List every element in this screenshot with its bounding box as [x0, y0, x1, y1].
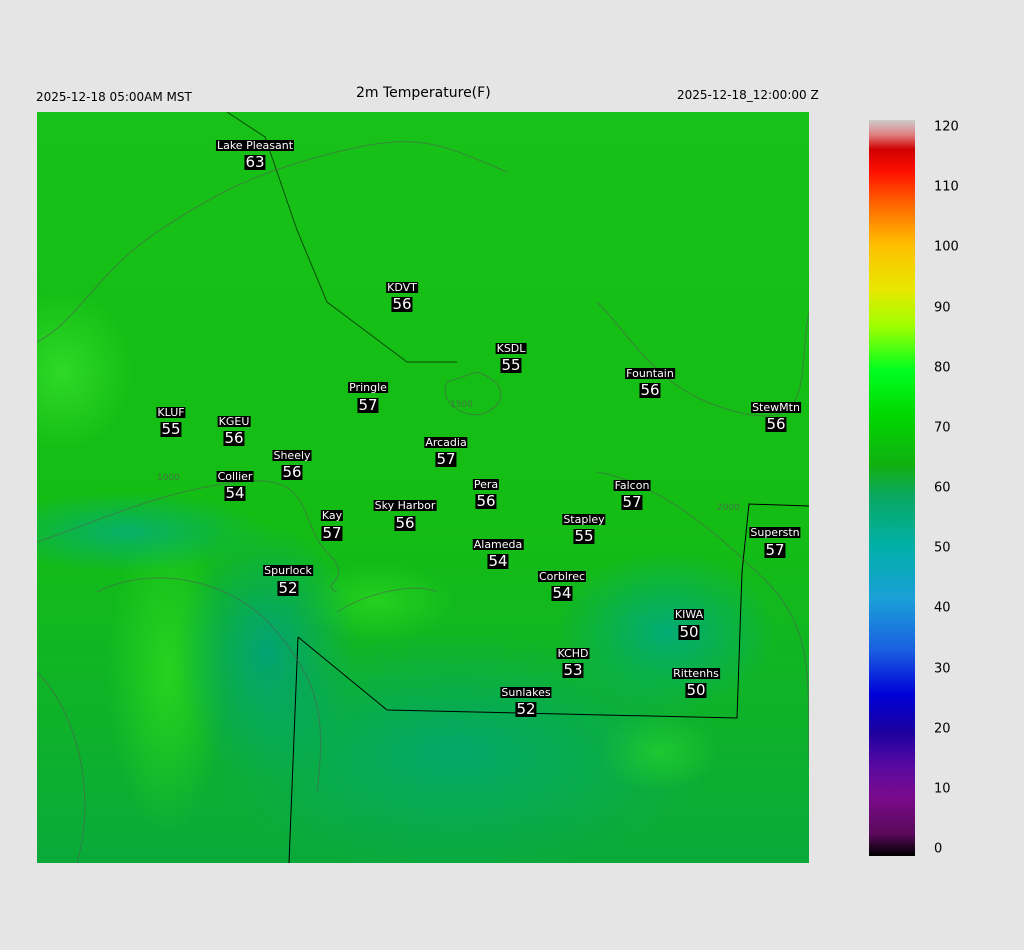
station-name: Lake Pleasant	[215, 139, 295, 152]
contour-label: 1500	[450, 400, 473, 410]
station-name: Falcon	[613, 479, 651, 492]
county-boundaries	[226, 112, 809, 863]
station-temperature: 57	[764, 541, 786, 559]
station-name: Kay	[320, 509, 344, 522]
station-name: Spurlock	[263, 564, 313, 577]
station-name: Arcadia	[424, 436, 468, 449]
temperature-map: 1000 1500 2000 Lake Pleasant 63 KDVT 56 KSDL…	[37, 112, 809, 863]
colorbar-tick-label: 100	[934, 239, 959, 255]
elevation-contours	[37, 141, 809, 863]
map-title: 2m Temperature(F)	[356, 85, 491, 101]
station-name: Sky Harbor	[373, 499, 437, 512]
colorbar-tick-label: 30	[934, 661, 951, 676]
colorbar-tick-label: 80	[934, 360, 951, 376]
station-temperature: 56	[639, 381, 661, 399]
station-name: KLUF	[156, 406, 186, 419]
station-name: Superstn	[749, 526, 801, 539]
contour-label: 2000	[717, 503, 740, 513]
colorbar-tick-label: 10	[934, 781, 951, 797]
station-temperature: 56	[281, 463, 303, 481]
station-temperature: 57	[621, 493, 643, 511]
station-temperature: 55	[573, 527, 595, 545]
colorbar-tick-label: 40	[934, 600, 951, 616]
colorbar-tick-label: 120	[934, 119, 959, 135]
station-temperature: 56	[475, 492, 497, 510]
station-name: Pera	[472, 478, 500, 491]
station-name: KCHD	[556, 647, 590, 660]
contour-label: 1000	[157, 473, 180, 483]
station-name: Stapley	[562, 513, 606, 526]
colorbar-tick-label: 110	[934, 179, 959, 195]
station-temperature: 57	[357, 396, 379, 414]
station-name: Sunlakes	[500, 686, 552, 699]
station-temperature: 63	[244, 153, 266, 171]
colorbar-tick-label: 90	[934, 300, 951, 315]
station-name: Corblrec	[537, 570, 587, 583]
station-name: KGEU	[217, 415, 251, 428]
valid-time: 2025-12-18_12:00:00 Z	[677, 88, 819, 102]
station-temperature: 56	[391, 295, 413, 313]
station-temperature: 56	[223, 429, 245, 447]
station-temperature: 54	[224, 484, 246, 502]
station-name: Alameda	[472, 538, 524, 551]
station-temperature: 56	[765, 415, 787, 433]
station-temperature: 55	[160, 420, 182, 438]
local-time: 2025-12-18 05:00AM MST	[36, 90, 192, 104]
station-temperature: 57	[435, 450, 457, 468]
station-name: Pringle	[348, 381, 388, 394]
station-temperature: 53	[562, 661, 584, 679]
station-temperature: 57	[321, 524, 343, 542]
station-name: Fountain	[625, 367, 675, 380]
station-temperature: 54	[551, 584, 573, 602]
colorbar-tick-label: 50	[934, 540, 951, 556]
station-name: Sheely	[272, 449, 312, 462]
colorbar-tick-label: 60	[934, 480, 951, 496]
station-name: Rittenhs	[672, 667, 720, 680]
colorbar-tick-label: 20	[934, 721, 951, 737]
station-temperature: 55	[500, 356, 522, 374]
map-overlay: 1000 1500 2000	[37, 112, 809, 863]
station-temperature: 56	[394, 514, 416, 532]
station-temperature: 50	[678, 623, 700, 641]
station-name: KSDL	[495, 342, 527, 355]
station-name: Collier	[216, 470, 254, 483]
station-temperature: 52	[277, 579, 299, 597]
station-temperature: 52	[515, 700, 537, 718]
station-temperature: 54	[487, 552, 509, 570]
colorbar-tick-label: 0	[934, 841, 943, 857]
boundary-line	[288, 636, 299, 863]
boundary-line	[297, 503, 809, 719]
colorbar	[869, 120, 915, 856]
station-name: KIWA	[673, 608, 705, 621]
colorbar-tick-label: 70	[934, 420, 951, 436]
station-temperature: 50	[685, 681, 707, 699]
station-name: StewMtn	[751, 401, 801, 414]
station-name: KDVT	[386, 281, 418, 294]
